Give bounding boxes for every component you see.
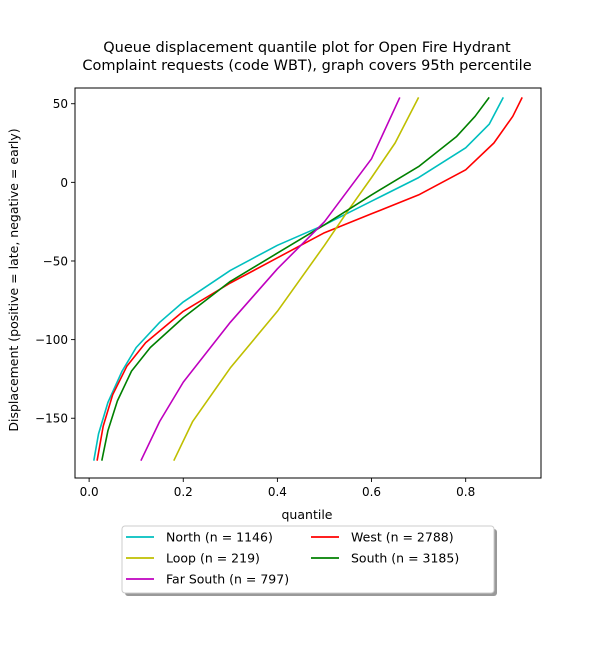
x-tick-label: 0.2 bbox=[174, 485, 193, 499]
legend-label: North (n = 1146) bbox=[166, 530, 273, 545]
x-tick-label: 0.6 bbox=[362, 485, 381, 499]
y-tick-label: −50 bbox=[43, 254, 68, 268]
plot-frame bbox=[74, 87, 542, 479]
x-tick-label: 0.0 bbox=[80, 485, 99, 499]
legend: North (n = 1146) West (n = 2788) Loop (n =… bbox=[121, 525, 497, 596]
y-axis-label: Displacement (positive = late, negative … bbox=[6, 128, 21, 431]
series-line-2 bbox=[96, 97, 523, 461]
legend-label: West (n = 2788) bbox=[351, 530, 454, 545]
chart-title-line1: Queue displacement quantile plot for Ope… bbox=[103, 40, 511, 56]
legend-label: Far South (n = 797) bbox=[166, 572, 289, 587]
series-line-1 bbox=[93, 97, 505, 461]
y-axis: 50 0 −50 −100 −150 bbox=[35, 97, 75, 426]
series-line-4 bbox=[101, 96, 490, 461]
x-axis: 0.0 0.2 0.4 0.6 0.8 bbox=[80, 478, 475, 499]
y-tick-label: −100 bbox=[35, 333, 68, 347]
legend-label: South (n = 3185) bbox=[351, 551, 459, 566]
series-layer bbox=[93, 96, 523, 462]
series-line-3 bbox=[173, 97, 420, 462]
x-tick-label: 0.4 bbox=[268, 485, 287, 499]
series-line-5 bbox=[140, 97, 401, 462]
legend-label: Loop (n = 219) bbox=[166, 551, 260, 566]
y-tick-label: 0 bbox=[60, 176, 68, 190]
y-tick-label: −150 bbox=[35, 412, 68, 426]
x-tick-label: 0.8 bbox=[456, 485, 475, 499]
y-tick-label: 50 bbox=[53, 97, 68, 111]
chart-title-line2: Complaint requests (code WBT), graph cov… bbox=[82, 58, 531, 74]
legend-box bbox=[121, 525, 495, 594]
x-axis-label: quantile bbox=[282, 507, 333, 522]
